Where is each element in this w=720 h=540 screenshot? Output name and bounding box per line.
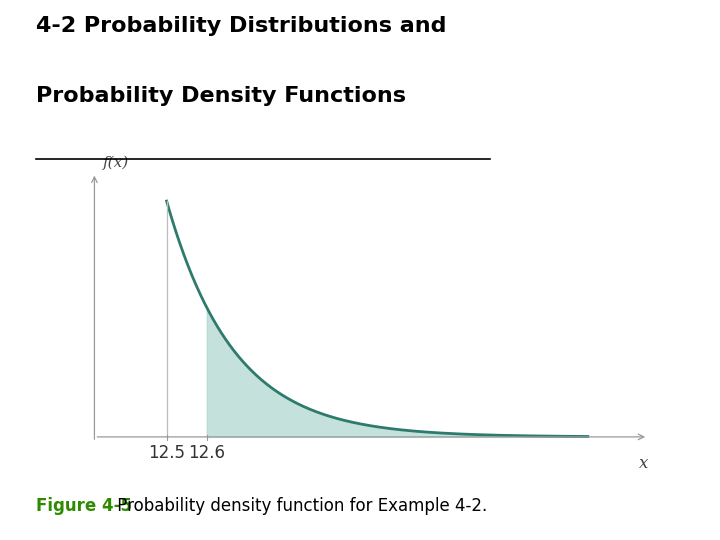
Text: 12.6: 12.6 (188, 444, 225, 462)
Text: f(x): f(x) (102, 156, 129, 170)
Text: Probability Density Functions: Probability Density Functions (36, 86, 406, 106)
Text: x: x (639, 455, 649, 471)
Text: 4-2 Probability Distributions and: 4-2 Probability Distributions and (36, 16, 446, 36)
Text: Figure 4-5: Figure 4-5 (36, 497, 132, 515)
Text: 12.5: 12.5 (148, 444, 185, 462)
Text: Probability density function for Example 4-2.: Probability density function for Example… (112, 497, 487, 515)
